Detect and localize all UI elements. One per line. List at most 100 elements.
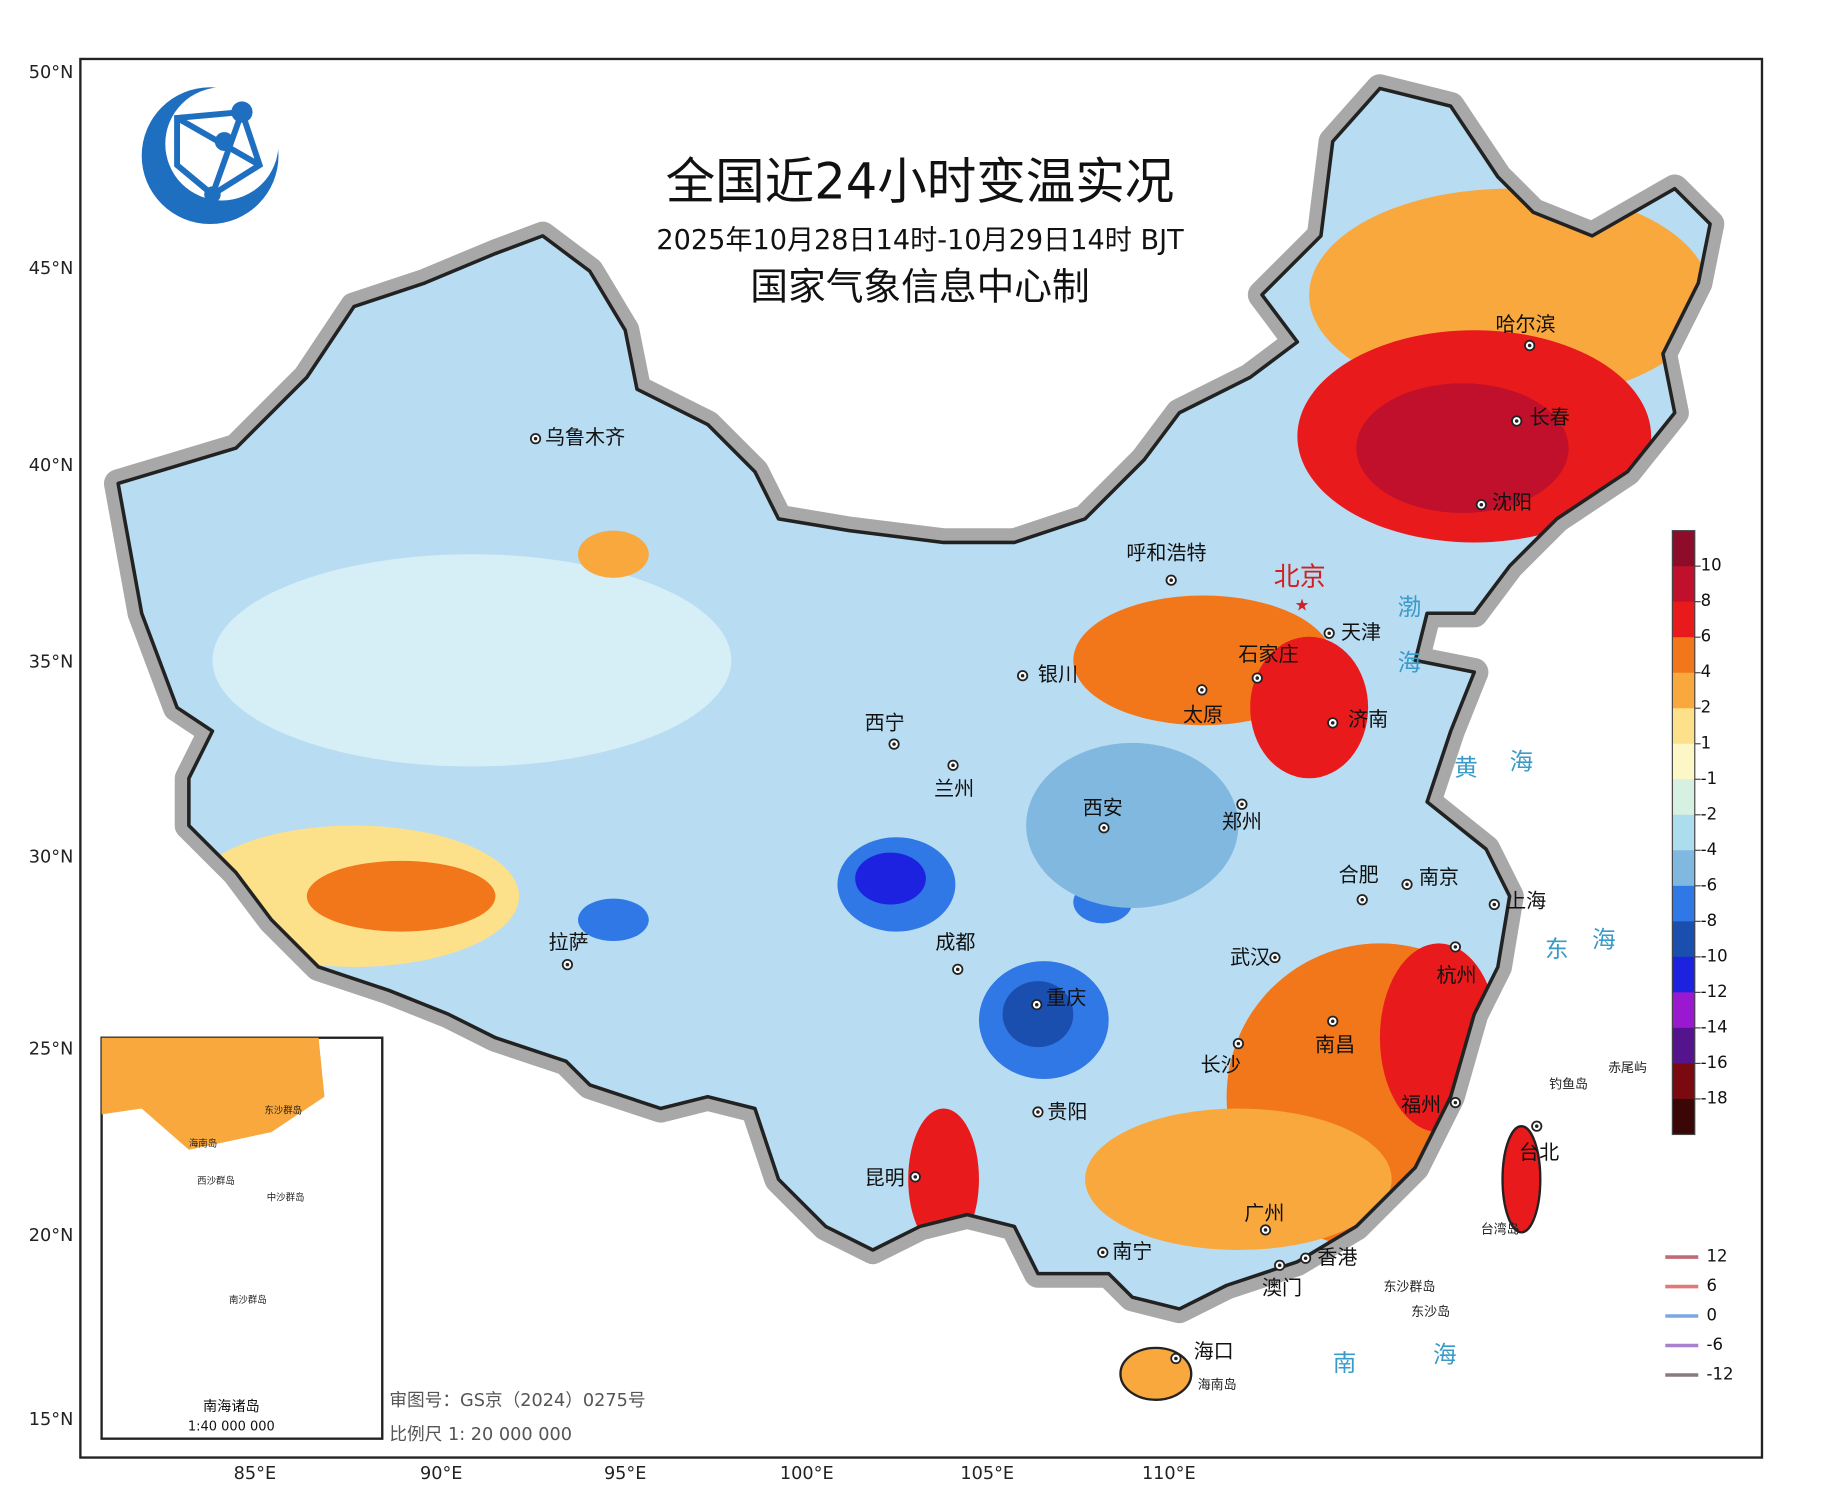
legend-swatch <box>1672 956 1695 993</box>
city-marker-dot <box>1453 1100 1458 1105</box>
legend-tick-label: -6 <box>1701 875 1717 894</box>
sea-label: 海 <box>1592 926 1616 954</box>
latitude-label: 15°N <box>29 1410 74 1430</box>
legend-tick-label: -8 <box>1701 911 1717 930</box>
city-marker-dot <box>955 967 960 972</box>
city-label: 兰州 <box>934 777 974 801</box>
city-label: 武汉 <box>1230 945 1270 969</box>
city-marker-dot <box>892 742 896 746</box>
city-marker-dot <box>1200 688 1204 692</box>
city-marker-dot <box>1240 802 1244 807</box>
legend-tick-label: 2 <box>1701 698 1712 717</box>
city-label: 南京 <box>1419 865 1459 889</box>
taiwan <box>1501 1125 1542 1234</box>
city-marker-dot <box>1514 419 1519 423</box>
city-label: 拉萨 <box>549 930 589 954</box>
city-marker-dot <box>1236 1041 1241 1046</box>
city-marker-dot <box>1453 945 1458 949</box>
city-label: 乌鲁木齐 <box>545 425 625 449</box>
latitude-label: 35°N <box>29 653 74 673</box>
city-marker-dot <box>1255 676 1260 680</box>
legend-swatch <box>1672 779 1695 816</box>
city-marker-dot <box>913 1175 918 1179</box>
legend-tick-label: -16 <box>1701 1053 1728 1072</box>
legend-tick-label: 10 <box>1701 556 1722 575</box>
city-label: 长春 <box>1530 405 1570 429</box>
city-label: 哈尔滨 <box>1495 312 1555 336</box>
city-label: 台北 <box>1519 1140 1559 1164</box>
inset-label: 南沙群岛 <box>229 1294 267 1306</box>
city-label: 上海 <box>1506 889 1546 913</box>
city-marker-dot <box>1101 1250 1105 1255</box>
city-label: 合肥 <box>1339 863 1379 887</box>
city-label: 广州 <box>1244 1201 1284 1225</box>
city-label: 香港 <box>1317 1245 1357 1269</box>
city-marker-dot <box>1479 502 1484 507</box>
city-marker-dot <box>1303 1256 1308 1261</box>
legend-frame <box>1671 530 1696 1136</box>
city-marker-dot <box>1277 1263 1282 1268</box>
longitude-label: 90°E <box>420 1464 463 1484</box>
inset-title: 南海诸岛 <box>203 1399 260 1415</box>
contour-legend-label: 12 <box>1707 1247 1728 1266</box>
city-label: 太原 <box>1183 702 1223 726</box>
city-label: 南宁 <box>1112 1239 1152 1263</box>
sea-label: 海 <box>1433 1341 1457 1369</box>
legend-swatch <box>1672 1063 1695 1100</box>
contour-legend-label: -6 <box>1707 1335 1723 1354</box>
longitude-label: 105°E <box>960 1464 1014 1484</box>
city-marker-dot <box>1020 673 1025 678</box>
contour-legend-label: -12 <box>1707 1365 1734 1384</box>
city-marker-dot <box>1527 343 1532 348</box>
latitude-label: 40°N <box>29 456 74 476</box>
legend-swatch <box>1672 814 1695 851</box>
island-label: 东沙岛 <box>1411 1304 1450 1320</box>
city-marker-dot <box>1034 1002 1039 1007</box>
latitude-label: 50°N <box>29 63 74 83</box>
city-label: 南昌 <box>1315 1032 1355 1056</box>
latitude-label: 45°N <box>29 259 74 279</box>
city-label: 西宁 <box>865 711 905 735</box>
city-marker-dot <box>1360 897 1364 902</box>
contour-legend-label: 6 <box>1707 1276 1718 1295</box>
island-label: 海南岛 <box>1198 1377 1237 1393</box>
city-marker-dot <box>1405 882 1409 887</box>
legend-tick-label: -12 <box>1701 982 1728 1001</box>
contour-legend-label: 0 <box>1707 1306 1718 1325</box>
sea-label: 东 <box>1545 935 1569 963</box>
city-label: 贵阳 <box>1047 1100 1087 1124</box>
legend-tick-label: -1 <box>1701 769 1717 788</box>
inset-label: 中沙群岛 <box>267 1192 305 1204</box>
temperature-field <box>188 188 1711 1250</box>
legend-tick-label: 8 <box>1701 591 1712 610</box>
legend-swatch <box>1672 637 1695 674</box>
city-label: 石家庄 <box>1238 642 1298 666</box>
latitude-label: 30°N <box>29 847 74 867</box>
producer: 国家气象信息中心制 <box>750 264 1089 308</box>
inset-label: 西沙群岛 <box>197 1175 235 1187</box>
legend-swatch <box>1672 1098 1695 1136</box>
sea-label: 黄 <box>1454 753 1478 781</box>
city-label: 海口 <box>1194 1339 1234 1363</box>
city-label: 沈阳 <box>1492 490 1532 514</box>
longitude-label: 85°E <box>234 1464 277 1484</box>
island-label: 赤尾屿 <box>1608 1061 1647 1076</box>
city-marker-dot <box>1534 1124 1539 1128</box>
city-marker-dot <box>533 436 538 441</box>
city-label: 天津 <box>1341 620 1381 644</box>
city-marker-dot <box>1330 721 1335 725</box>
city-marker-dot <box>1169 578 1173 582</box>
latitude-label: 20°N <box>29 1226 74 1246</box>
legend-tick-label: -4 <box>1701 840 1717 859</box>
island-label: 台湾岛 <box>1481 1221 1520 1237</box>
legend-swatch <box>1672 743 1695 780</box>
legend-swatch <box>1672 885 1695 922</box>
city-marker-dot <box>1036 1110 1040 1114</box>
island-label: 东沙群岛 <box>1383 1279 1435 1295</box>
latitude-label: 25°N <box>29 1040 74 1060</box>
legend-swatch <box>1672 850 1695 887</box>
city-marker-dot <box>565 962 570 967</box>
legend-swatch <box>1672 1027 1695 1064</box>
inset-label: 海南岛 <box>189 1137 217 1149</box>
legend-tick-label: -18 <box>1701 1088 1728 1107</box>
